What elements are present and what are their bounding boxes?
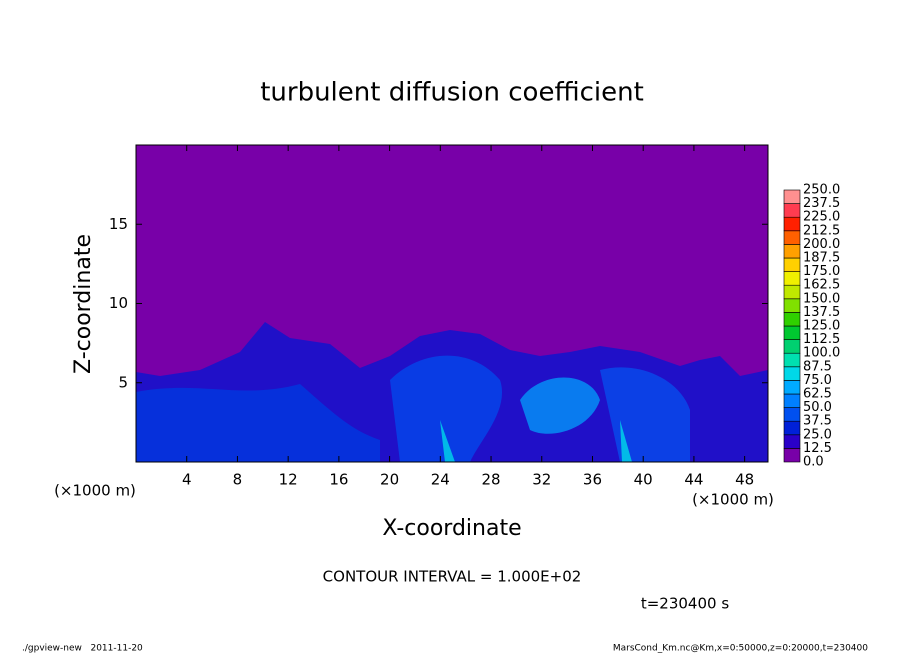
footer-right: MarsCond_Km.nc@Km,x=0:50000,z=0:20000,t=… (613, 644, 868, 654)
colorbar-label: 175.0 (803, 264, 840, 279)
x-tick-label: 16 (329, 471, 348, 489)
colorbar-band (783, 434, 801, 449)
colorbar-label: 50.0 (803, 400, 832, 415)
colorbar-label: 162.5 (803, 278, 840, 293)
colorbar-band (783, 271, 801, 286)
y-axis-label: Z-coordinate (71, 234, 96, 374)
colorbar-band (783, 393, 801, 408)
y-tick-label: 15 (109, 215, 128, 233)
colorbar: 0.012.525.037.550.062.575.087.5100.0112.… (783, 183, 840, 470)
x-tick-label: 44 (684, 471, 703, 489)
contour-interval: CONTOUR INTERVAL = 1.000E+02 (323, 568, 582, 586)
colorbar-band (783, 339, 801, 354)
colorbar-label: 25.0 (803, 427, 832, 442)
colorbar-label: 112.5 (803, 332, 840, 347)
field-streak (390, 355, 503, 462)
colorbar-label: 187.5 (803, 251, 840, 266)
colorbar-label: 37.5 (803, 414, 832, 429)
colorbar-label: 0.0 (803, 455, 824, 470)
colorbar-label: 250.0 (803, 183, 840, 198)
colorbar-label: 200.0 (803, 237, 840, 252)
colorbar-label: 150.0 (803, 291, 840, 306)
field-streak (136, 384, 380, 462)
y-tick-label: 5 (118, 373, 128, 391)
y-tick-label: 10 (109, 294, 128, 312)
colorbar-band (783, 284, 801, 300)
colorbar-band (783, 325, 801, 340)
colorbar-band (783, 407, 801, 422)
time-label: t=230400 s (641, 595, 729, 613)
colorbar-band (783, 366, 801, 381)
footer-left: ./gpview-new 2011-11-20 (22, 644, 143, 654)
x-tick-label: 28 (481, 471, 500, 489)
x-tick-label: 20 (380, 471, 399, 489)
x-tick-label: 48 (735, 471, 754, 489)
colorbar-band (783, 189, 801, 204)
colorbar-band (783, 420, 801, 436)
colorbar-label: 62.5 (803, 387, 832, 402)
x-tick-label: 4 (182, 471, 192, 489)
x-tick-label: 40 (634, 471, 653, 489)
colorbar-label: 100.0 (803, 346, 840, 361)
colorbar-band (783, 380, 801, 395)
x-tick-label: 24 (431, 471, 450, 489)
colorbar-band (783, 312, 801, 327)
x-tick-label: 32 (532, 471, 551, 489)
colorbar-band (783, 216, 801, 232)
colorbar-label: 237.5 (803, 196, 840, 211)
field-streak (520, 377, 600, 434)
x-tick-label: 36 (583, 471, 602, 489)
y-unit: (×1000 m) (54, 482, 136, 500)
colorbar-label: 87.5 (803, 359, 832, 374)
colorbar-band (783, 298, 801, 313)
field (136, 145, 768, 462)
colorbar-band (783, 257, 801, 272)
colorbar-label: 125.0 (803, 319, 840, 334)
chart-title: turbulent diffusion coefficient (260, 78, 644, 108)
x-unit: (×1000 m) (692, 491, 774, 509)
colorbar-band (783, 448, 801, 463)
colorbar-band (783, 203, 801, 218)
colorbar-label: 212.5 (803, 223, 840, 238)
x-tick-label: 12 (279, 471, 298, 489)
x-tick-label: 8 (233, 471, 243, 489)
colorbar-band (783, 352, 801, 368)
colorbar-band (783, 244, 801, 259)
colorbar-label: 225.0 (803, 210, 840, 225)
colorbar-label: 75.0 (803, 373, 832, 388)
colorbar-label: 137.5 (803, 305, 840, 320)
x-axis-label: X-coordinate (382, 516, 521, 541)
colorbar-band (783, 230, 801, 245)
colorbar-label: 12.5 (803, 441, 832, 456)
